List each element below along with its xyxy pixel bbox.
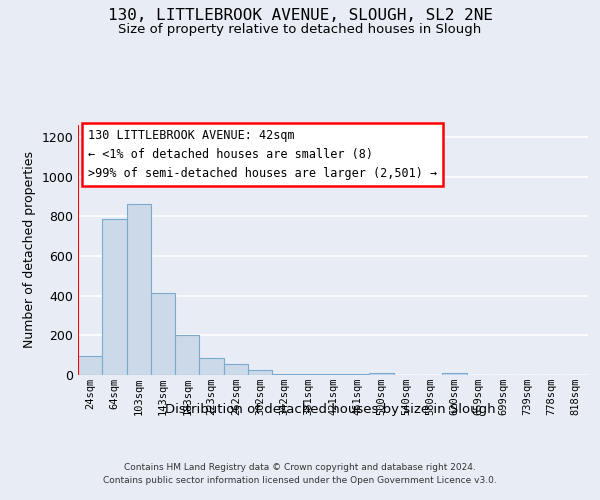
Bar [442, 372, 467, 375]
Bar [248, 370, 272, 375]
Bar [102, 219, 127, 375]
Bar [321, 374, 345, 375]
Bar [175, 336, 199, 375]
Text: Distribution of detached houses by size in Slough: Distribution of detached houses by size … [164, 402, 496, 415]
Bar [296, 374, 321, 375]
Bar [224, 364, 248, 375]
Bar [78, 356, 102, 375]
Text: 130 LITTLEBROOK AVENUE: 42sqm
← <1% of detached houses are smaller (8)
>99% of s: 130 LITTLEBROOK AVENUE: 42sqm ← <1% of d… [88, 128, 437, 180]
Text: 130, LITTLEBROOK AVENUE, SLOUGH, SL2 2NE: 130, LITTLEBROOK AVENUE, SLOUGH, SL2 2NE [107, 8, 493, 22]
Y-axis label: Number of detached properties: Number of detached properties [23, 152, 36, 348]
Text: Contains HM Land Registry data © Crown copyright and database right 2024.: Contains HM Land Registry data © Crown c… [124, 462, 476, 471]
Text: Contains public sector information licensed under the Open Government Licence v3: Contains public sector information licen… [103, 476, 497, 485]
Text: Size of property relative to detached houses in Slough: Size of property relative to detached ho… [118, 22, 482, 36]
Bar [272, 374, 296, 375]
Bar [199, 358, 224, 375]
Bar [370, 372, 394, 375]
Bar [151, 292, 175, 375]
Bar [127, 204, 151, 375]
Bar [345, 374, 370, 375]
